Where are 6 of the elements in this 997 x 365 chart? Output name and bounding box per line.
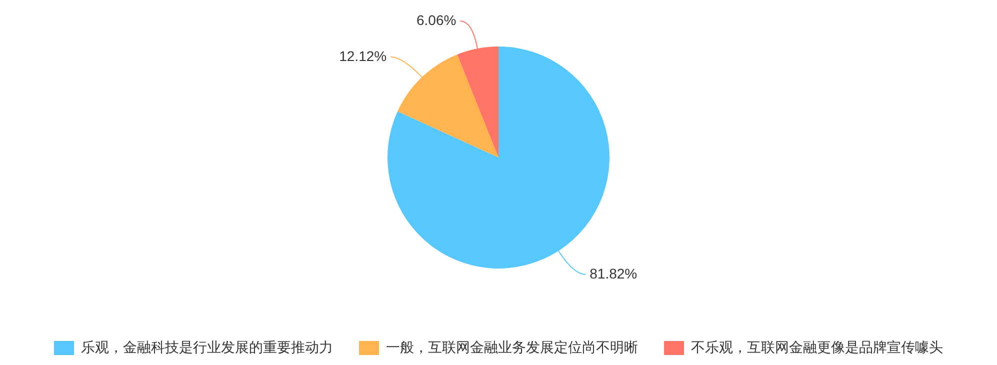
legend-label: 乐观，金融科技是行业发展的重要推动力 bbox=[81, 338, 333, 355]
legend-label: 一般，互联网金融业务发展定位尚不明晰 bbox=[386, 338, 638, 355]
legend-label: 不乐观，互联网金融更像是品牌宣传噱头 bbox=[691, 338, 943, 355]
data-label: 6.06% bbox=[416, 12, 456, 28]
data-label: 81.82% bbox=[590, 265, 638, 282]
data-label: 12.12% bbox=[339, 48, 387, 64]
